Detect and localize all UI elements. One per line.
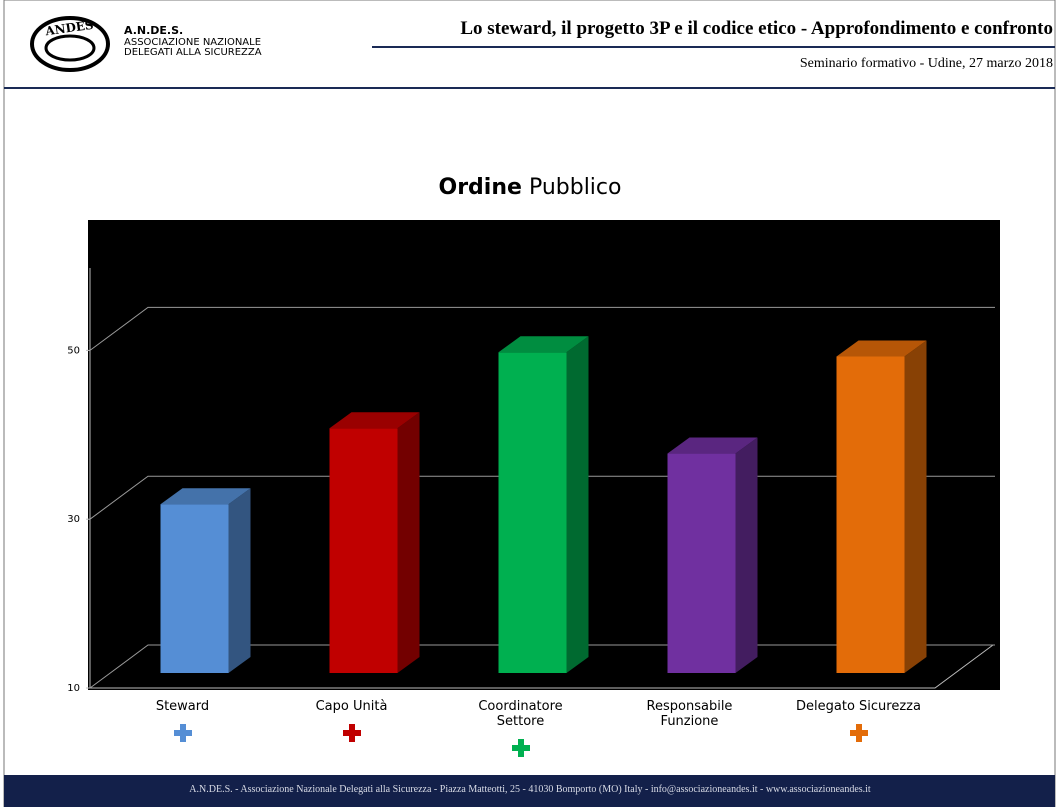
x-tick-label: Steward <box>155 699 210 714</box>
chart-title-bold: Ordine <box>439 175 522 200</box>
cross <box>511 739 530 757</box>
category: Steward <box>98 699 268 743</box>
bar-side <box>566 336 589 673</box>
bar-side <box>228 488 251 673</box>
category: Delegato Sicurezza <box>774 699 944 743</box>
category: Coordinatore Settore <box>436 699 606 758</box>
header-subtitle: Seminario formativo - Udine, 27 marzo 20… <box>800 56 1053 71</box>
bar-top <box>498 336 589 353</box>
bar-top <box>160 488 251 505</box>
bar-top <box>329 412 420 429</box>
category: Capo Unità <box>267 699 437 743</box>
chart-title-rest: Pubblico <box>529 175 622 200</box>
cross-icon <box>342 724 361 742</box>
cross <box>173 724 192 742</box>
footer-text: A.N.DE.S. - Associazione Nazionale Deleg… <box>189 784 871 795</box>
logo-inner <box>44 34 96 62</box>
category: Responsabile Funzione <box>605 699 775 729</box>
x-tick-label: Capo Unità <box>315 699 388 714</box>
logo-text: ANDES <box>43 18 94 39</box>
y-tick-label: 50 <box>67 345 80 356</box>
bar-side <box>904 340 927 673</box>
x-tick-label: Delegato Sicurezza <box>796 699 921 714</box>
footer-band <box>4 775 1055 807</box>
cross-icon <box>849 724 868 742</box>
x-tick-label: Responsabile Funzione <box>646 699 733 729</box>
cross-icon <box>173 724 192 742</box>
bar <box>329 428 398 673</box>
bar <box>498 352 567 673</box>
bar-top <box>667 437 758 454</box>
header-title: Lo steward, il progetto 3P e il codice e… <box>460 18 1053 39</box>
cross <box>342 724 361 742</box>
floor <box>90 644 994 689</box>
bar-side <box>397 412 420 673</box>
grid-line <box>89 306 995 351</box>
org-line: A.N.DE.S. <box>124 24 183 37</box>
cross-icon <box>511 739 530 757</box>
y-tick-label: 10 <box>67 683 80 694</box>
bar <box>160 504 229 673</box>
bar-side <box>735 437 758 673</box>
bar <box>836 356 905 673</box>
bar <box>667 453 736 673</box>
y-tick-label: 30 <box>67 514 80 525</box>
org-line: ASSOCIAZIONE NAZIONALE <box>124 37 261 48</box>
cross <box>849 724 868 742</box>
x-tick-label: Coordinatore Settore <box>478 699 563 729</box>
chart-title: Ordine Pubblico <box>439 175 622 200</box>
bar-top <box>836 340 927 357</box>
org-line: DELEGATI ALLA SICUREZZA <box>124 47 262 58</box>
